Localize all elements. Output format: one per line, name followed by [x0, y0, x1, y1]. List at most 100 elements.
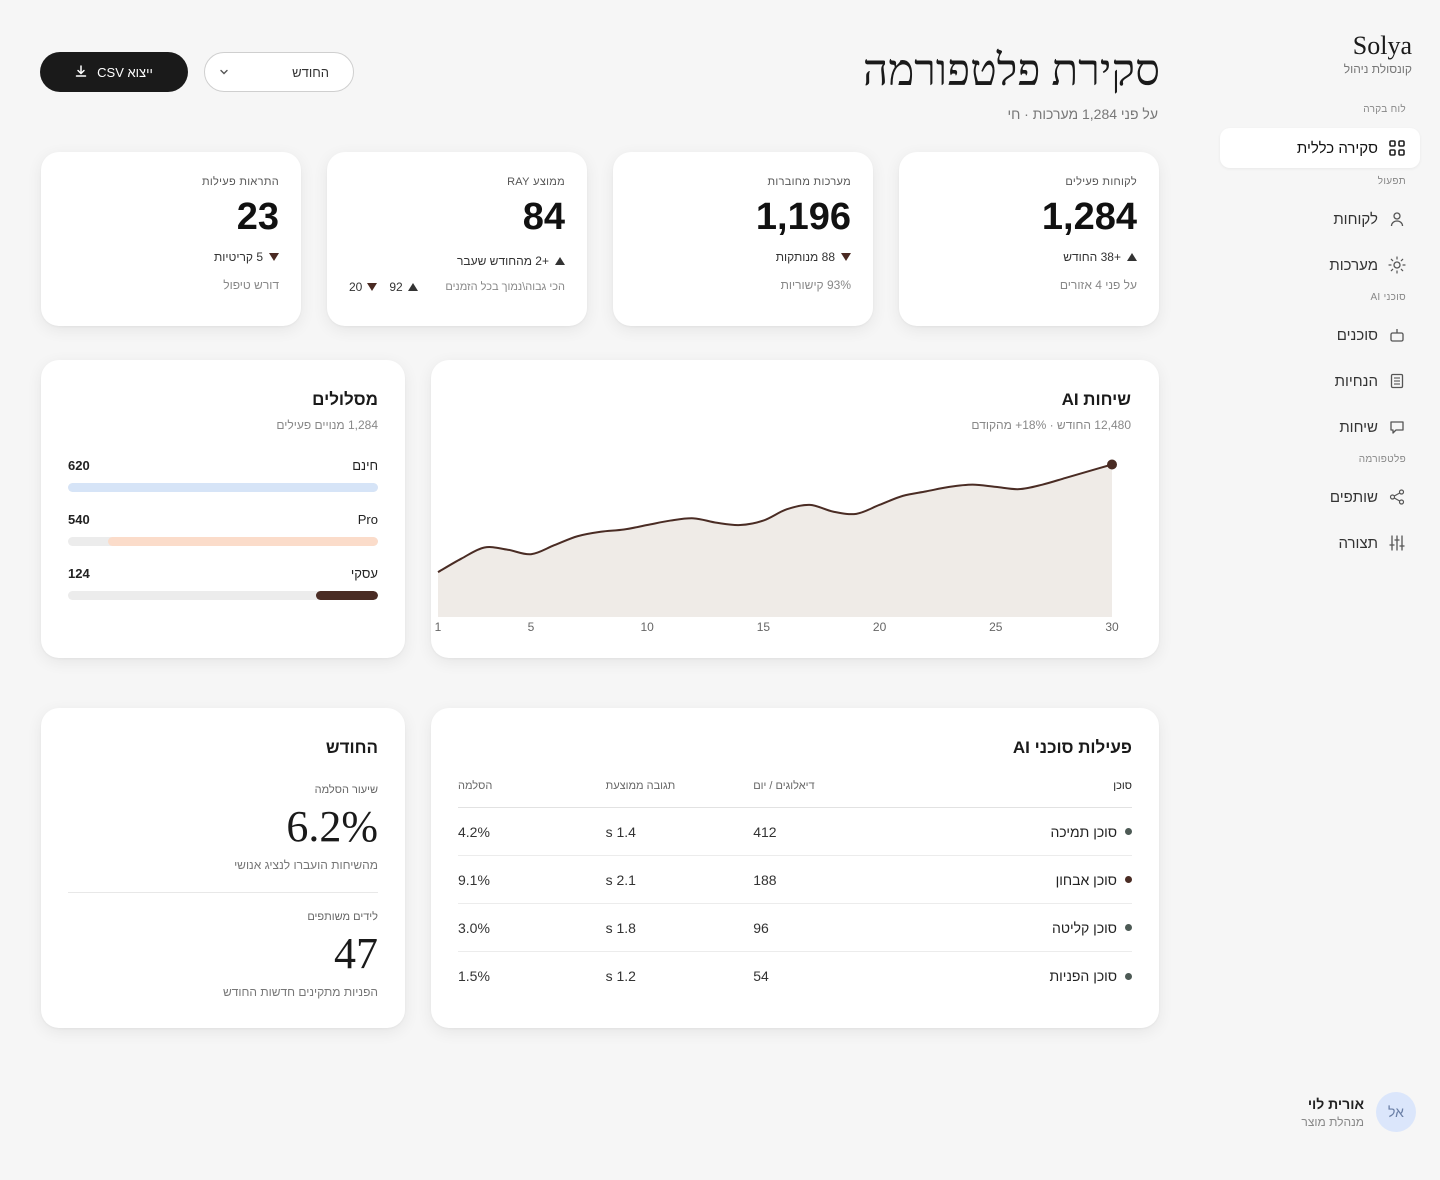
agent-name: סוכן תמיכה — [1050, 823, 1117, 840]
brand-subtitle: קונסולת ניהול — [1343, 62, 1412, 76]
sidebar-item-configuration[interactable]: תצורה — [1338, 531, 1406, 555]
trend-up-icon — [555, 257, 565, 265]
card-title: שיחות AI — [1061, 390, 1131, 409]
kpi-foot: דורש טיפול — [63, 278, 279, 292]
trend-up-icon — [407, 283, 418, 291]
dialogs-cell: 188 — [753, 871, 777, 888]
sidebar-item-label: שותפים — [1329, 488, 1378, 506]
kpi-foot-text: דורש טיפול — [223, 278, 279, 292]
trend-down-icon — [367, 283, 378, 291]
nav-section-ai-agents: סוכני AI — [1370, 292, 1406, 303]
sliders-icon — [1388, 534, 1406, 552]
x-tick-label: 5 — [528, 620, 535, 634]
user-profile[interactable]: אל אורית לוי מנהלת מוצר — [1301, 1092, 1416, 1132]
x-tick-label: 25 — [989, 620, 1003, 634]
grid-icon — [1388, 139, 1406, 157]
status-dot — [1125, 972, 1132, 980]
kpi-foot: 93% קישוריות — [635, 278, 851, 292]
sidebar-item-label: סקירה כללית — [1296, 139, 1378, 157]
nav-section-operations: תפעול — [1377, 176, 1406, 187]
kpi-value: 23 — [236, 196, 279, 238]
response-cell: 1.2 s — [605, 968, 636, 984]
export-csv-button[interactable]: ייצוא CSV — [40, 52, 188, 92]
table-header-row: סוכן דיאלוגים / יום תגובה ממוצעת הסלמה — [458, 780, 1132, 808]
response-cell: 2.1 s — [605, 871, 636, 888]
col-header-agent: סוכן — [1113, 780, 1132, 792]
kpi-label: לקוחות פעילים — [1065, 176, 1137, 188]
sidebar-item-agents[interactable]: סוכנים — [1337, 323, 1406, 347]
metric-label: לידים משותפים — [307, 911, 378, 923]
dialogs-cell: 96 — [753, 919, 769, 936]
sidebar-item-systems[interactable]: מערכות — [1329, 253, 1406, 277]
dialogs-cell: 54 — [753, 968, 769, 984]
robot-icon — [1388, 326, 1406, 344]
this-month-card: החודש שיעור הסלמה 6.2% מהשיחות הועברו לנ… — [41, 708, 405, 1028]
plan-name: עסקי — [350, 566, 378, 581]
sidebar-item-label: תצורה — [1338, 534, 1378, 552]
sidebar-item-customers[interactable]: לקוחות — [1333, 207, 1406, 231]
sidebar-item-overview[interactable]: סקירה כללית — [1220, 128, 1420, 168]
user-name: אורית לוי — [1307, 1095, 1364, 1112]
kpi-card-active-alerts: התראות פעילות 23 5 קריטיות דורש טיפול — [41, 152, 301, 326]
card-subtitle: 12,480 החודש · 18%+ מהקודם — [971, 418, 1131, 432]
escalation-cell: 4.2% — [458, 823, 490, 840]
escalation-cell: 1.5% — [458, 968, 490, 984]
period-select[interactable]: החודש — [204, 52, 354, 92]
plan-bar-track — [68, 483, 378, 492]
kpi-foot: הכי גבוה\נמוך בכל הזמנים 92 20 — [349, 280, 565, 294]
sidebar-item-label: שיחות — [1339, 418, 1378, 436]
chart-series-line — [437, 463, 1113, 574]
card-title: מסלולים — [312, 390, 378, 409]
table-row[interactable]: סוכן קליטה 96 1.8 s 3.0% — [458, 904, 1132, 952]
chart-last-point[interactable] — [1107, 459, 1117, 470]
col-header-response: תגובה ממוצעת — [605, 780, 676, 792]
kpi-delta: +2 מהחודש שעבר — [349, 254, 565, 268]
page-subtitle: על פני 1,284 מערכות · חי — [1007, 106, 1158, 122]
sidebar-item-label: לקוחות — [1333, 210, 1378, 228]
export-label: ייצוא CSV — [97, 64, 153, 80]
status-dot — [1125, 876, 1132, 883]
kpi-delta-text: +2 מהחודש שעבר — [457, 254, 549, 268]
sidebar-item-conversations[interactable]: שיחות — [1339, 415, 1406, 439]
x-tick-label: 15 — [757, 620, 771, 634]
area-chart: 1 5 10 15 20 25 30 — [435, 459, 1119, 634]
plans-card: מסלולים 1,284 מנויים פעילים חינם 620 Pro 5… — [41, 360, 405, 658]
document-icon — [1388, 372, 1406, 390]
table-row[interactable]: סוכן תמיכה 412 1.4 s 4.2% — [458, 808, 1132, 856]
brand: Solya קונסולת ניהול — [1343, 32, 1412, 77]
status-dot — [1125, 828, 1132, 835]
escalation-cell: 3.0% — [458, 919, 490, 936]
agent-name-cell: סוכן תמיכה — [891, 824, 1132, 840]
response-cell: 1.4 s — [605, 823, 636, 840]
kpi-value: 84 — [522, 196, 565, 238]
chart-area-fill — [438, 464, 1112, 617]
kpi-delta-text: 88 מנותקות — [775, 250, 835, 264]
nav-section-platform: פלטפורמה — [1358, 454, 1406, 465]
table-row[interactable]: סוכן הפניות 54 1.2 s 1.5% — [458, 952, 1132, 1000]
metric-description: הפניות מתקינים חדשות החודש — [222, 985, 378, 999]
high-value: 92 — [389, 280, 418, 294]
chat-icon — [1388, 418, 1406, 436]
trend-up-icon — [1127, 253, 1137, 261]
kpi-delta: 5 קריטיות — [63, 250, 279, 264]
kpi-delta-text: +38 החודש — [1063, 250, 1121, 264]
x-tick-label: 10 — [640, 620, 654, 634]
agent-name-cell: סוכן קליטה — [891, 920, 1132, 936]
ai-conversations-card: שיחות AI 12,480 החודש · 18%+ מהקודם 1 5 10… — [431, 360, 1159, 658]
kpi-delta: +38 החודש — [921, 250, 1137, 264]
agent-name-cell: סוכן אבחון — [891, 872, 1132, 888]
plan-count: 540 — [68, 512, 90, 527]
sidebar-item-label: הנחיות — [1334, 372, 1378, 390]
sun-icon — [1388, 256, 1406, 274]
sidebar-item-instructions[interactable]: הנחיות — [1335, 369, 1406, 393]
sidebar-item-partners[interactable]: שותפים — [1330, 485, 1406, 509]
high-text: 92 — [389, 280, 403, 294]
plan-bar-fill — [108, 537, 378, 546]
table-row[interactable]: סוכן אבחון 188 2.1 s 9.1% — [458, 856, 1132, 904]
user-role: מנהלת מוצר — [1301, 1114, 1364, 1129]
plan-bar-fill — [68, 483, 378, 492]
kpi-foot-text: הכי גבוה\נמוך בכל הזמנים — [445, 281, 565, 293]
high-low: 92 20 — [349, 280, 418, 294]
metric-description: מהשיחות הועברו לנציג אנושי — [234, 858, 378, 872]
agents-table: סוכן דיאלוגים / יום תגובה ממוצעת הסלמה ס… — [458, 780, 1132, 1000]
